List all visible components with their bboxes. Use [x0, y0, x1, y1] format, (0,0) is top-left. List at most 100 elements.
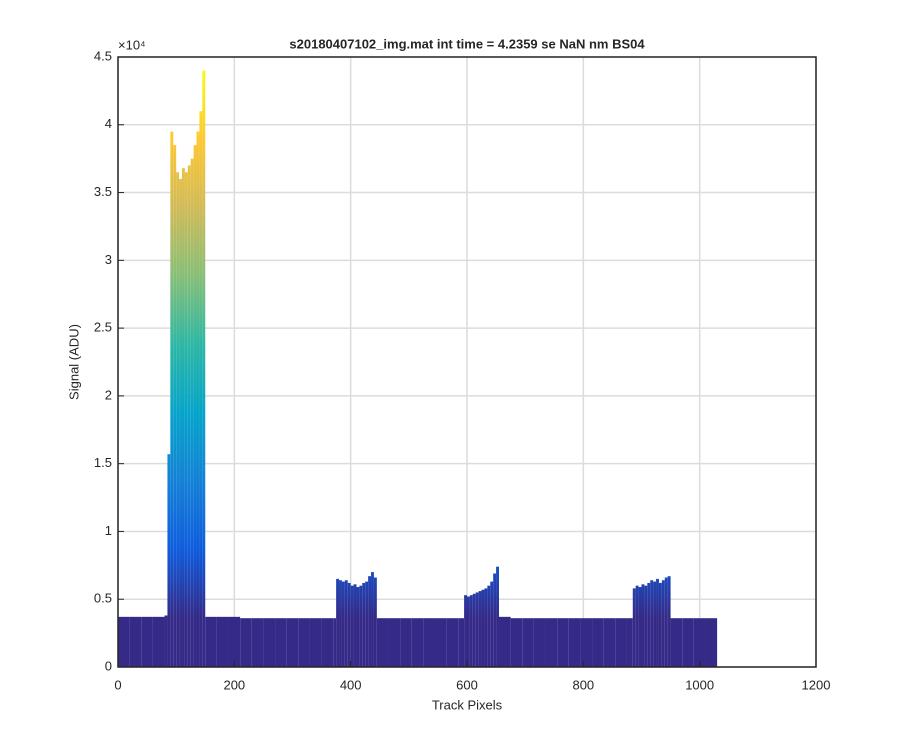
y-tick-label: 0.5 [94, 591, 112, 606]
bar [333, 618, 337, 667]
bar [309, 618, 322, 667]
bar [670, 618, 683, 667]
y-tick-label: 3.5 [94, 184, 112, 199]
bar [481, 589, 485, 667]
x-tick-label: 0 [114, 677, 121, 692]
bar [493, 573, 497, 667]
bar [388, 618, 401, 667]
bar [400, 618, 412, 667]
bar [658, 582, 662, 667]
bar [469, 595, 473, 667]
bar [339, 580, 342, 667]
bar [545, 618, 558, 667]
bar [202, 70, 206, 668]
bar [359, 585, 363, 667]
x-axis-label: Track Pixels [432, 697, 503, 712]
bar [347, 582, 351, 667]
bar [682, 618, 694, 667]
y-tick-label: 4.5 [94, 48, 112, 63]
bar [251, 618, 264, 667]
bar [368, 576, 372, 667]
bar [167, 454, 171, 667]
chart-title: s20180407102_img.mat int time = 4.2359 s… [289, 36, 645, 51]
bar [353, 584, 357, 667]
bar [580, 618, 593, 667]
bar [350, 585, 354, 667]
bar [321, 618, 334, 667]
bar [170, 131, 174, 668]
bar [181, 168, 185, 667]
x-tick-label: 1200 [802, 677, 831, 692]
bar [356, 587, 360, 667]
bar [458, 618, 465, 667]
bar [129, 616, 142, 667]
bar [176, 172, 180, 667]
y-tick-label: 3 [105, 252, 112, 267]
bar [667, 576, 671, 667]
bar [705, 618, 718, 667]
bar [275, 618, 287, 667]
y-tick-label: 2.5 [94, 320, 112, 335]
bar [635, 585, 639, 667]
bar [187, 165, 191, 667]
bar [641, 584, 645, 667]
bar [179, 179, 182, 667]
bar [341, 581, 345, 667]
bar [164, 615, 168, 667]
bar [533, 618, 546, 667]
bar [650, 580, 654, 667]
bar [184, 172, 188, 667]
bar [152, 616, 165, 667]
x-tick-label: 400 [340, 677, 362, 692]
bar [568, 618, 581, 667]
bar [592, 618, 604, 667]
bar [446, 618, 459, 667]
bar [467, 596, 470, 667]
x-tick-label: 600 [456, 677, 478, 692]
bar [472, 593, 476, 667]
y-tick-label: 0 [105, 658, 112, 673]
y-tick-label: 1.5 [94, 455, 112, 470]
bar [371, 572, 374, 667]
bar [464, 595, 467, 667]
bar [336, 578, 340, 667]
bar [365, 581, 369, 667]
y-scale-label: ×10⁴ [118, 37, 146, 52]
bar [298, 618, 310, 667]
bar [496, 566, 499, 667]
bar [638, 587, 642, 667]
bar [411, 618, 424, 667]
x-tick-label: 800 [572, 677, 594, 692]
bar [490, 581, 494, 667]
bar [475, 592, 479, 667]
bar [603, 618, 616, 667]
x-tick-label: 1000 [685, 677, 714, 692]
y-axis-label: Signal (ADU) [66, 324, 81, 400]
bar [173, 145, 177, 668]
bar [344, 580, 348, 667]
bar [228, 616, 241, 667]
bar [199, 111, 203, 667]
bar [478, 591, 482, 667]
bar [653, 581, 657, 667]
bar [118, 616, 130, 667]
y-tick-label: 2 [105, 387, 112, 402]
bar [190, 158, 194, 667]
y-tick-label: 1 [105, 523, 112, 538]
x-tick-label: 200 [223, 677, 245, 692]
bar [656, 578, 659, 667]
bar [373, 577, 377, 667]
bar [626, 618, 633, 667]
bar [141, 616, 153, 667]
bar [522, 618, 534, 667]
bar [661, 580, 665, 667]
bar [196, 131, 200, 668]
bar [240, 618, 252, 667]
bar [286, 618, 299, 667]
bar [644, 585, 648, 667]
bar [615, 618, 627, 667]
bar [557, 618, 569, 667]
bar [487, 585, 491, 667]
bar [193, 145, 197, 668]
